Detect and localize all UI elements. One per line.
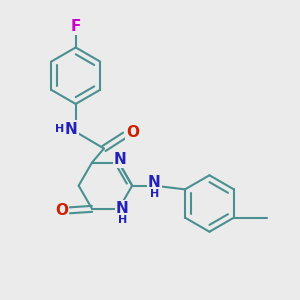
Text: N: N <box>148 175 161 190</box>
Text: H: H <box>118 215 127 225</box>
Text: N: N <box>114 152 127 167</box>
Text: N: N <box>116 201 129 216</box>
Text: N: N <box>65 122 78 137</box>
Text: O: O <box>55 203 68 218</box>
Text: H: H <box>55 124 64 134</box>
Text: F: F <box>70 19 81 34</box>
Text: O: O <box>127 125 140 140</box>
Text: H: H <box>150 189 159 199</box>
